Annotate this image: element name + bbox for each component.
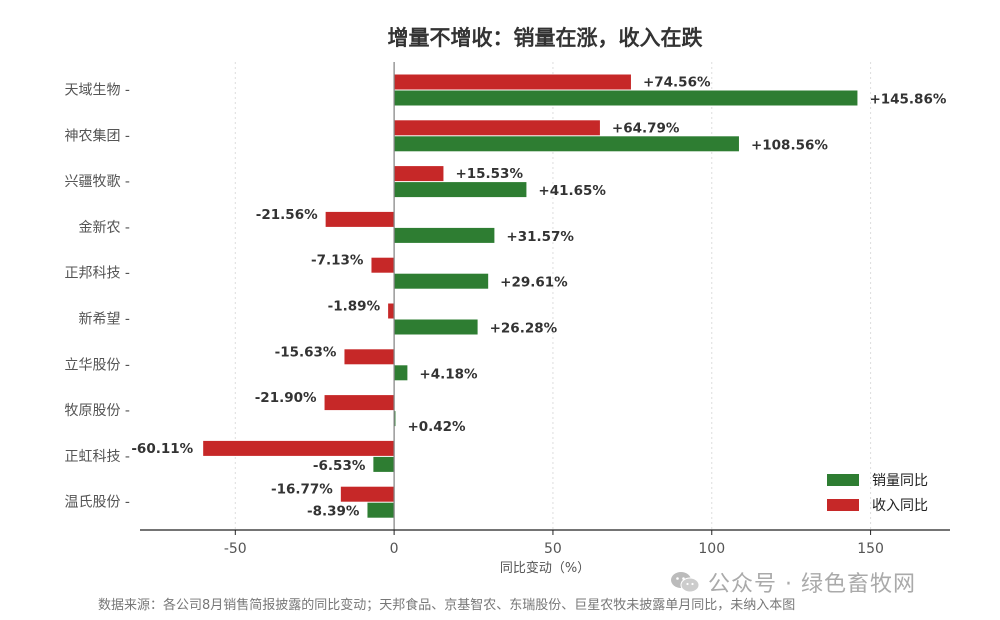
category-label: 金新农 - [78, 220, 130, 236]
bar-volume [394, 411, 396, 427]
data-label-revenue: +74.56% [643, 75, 711, 91]
data-label-revenue: -7.13% [311, 253, 364, 269]
data-label-revenue: +15.53% [455, 166, 523, 182]
x-tick-label: -50 [224, 541, 247, 557]
category-label: 兴疆牧歌 - [64, 174, 130, 190]
bar-volume [394, 182, 527, 198]
legend-swatch [827, 474, 859, 486]
data-label-volume: +0.42% [407, 419, 466, 435]
bar-volume [394, 319, 478, 335]
bar-volume [394, 365, 408, 381]
bar-revenue [394, 74, 631, 90]
data-label-volume: -8.39% [307, 504, 360, 520]
category-label: 天域生物 - [64, 83, 130, 99]
bar-revenue [344, 349, 395, 365]
data-label-revenue: -21.90% [255, 390, 317, 406]
data-label-revenue: -1.89% [328, 299, 381, 315]
data-label-revenue: +64.79% [612, 120, 680, 136]
data-label-revenue: -15.63% [275, 344, 337, 360]
data-label-volume: +108.56% [751, 137, 828, 153]
x-tick-label: 0 [390, 541, 399, 557]
bar-revenue [203, 440, 395, 456]
bar-volume [394, 90, 858, 106]
x-tick-label: 50 [544, 541, 562, 557]
category-label: 新希望 - [78, 312, 130, 328]
bar-volume [373, 456, 395, 472]
data-label-volume: +26.28% [490, 321, 558, 337]
bar-revenue [394, 120, 600, 136]
category-label: 正邦科技 - [64, 266, 130, 282]
bar-volume [367, 502, 395, 518]
bars [203, 74, 858, 518]
bar-revenue [325, 211, 395, 227]
bar-volume [394, 227, 495, 243]
x-tick-label: 100 [698, 541, 725, 557]
data-label-revenue: -21.56% [256, 207, 318, 223]
bar-revenue [371, 257, 395, 273]
data-label-revenue: -60.11% [131, 441, 193, 457]
legend-swatch [827, 499, 859, 511]
bar-revenue [340, 486, 395, 502]
category-label: 牧原股份 - [64, 403, 130, 419]
wechat-icon [671, 572, 700, 593]
category-label: 立华股份 - [64, 357, 130, 373]
axes: -50 0 50 100 150 天域生物 - 神农集团 - 兴疆牧歌 - 金新农 - 正邦科技 … [64, 62, 950, 557]
chart-title: 增量不增收：销量在涨，收入在跌 [388, 26, 704, 50]
data-labels: +74.56% +145.86% +64.79% +108.56% +15.53% +41… [131, 75, 947, 520]
category-label: 神农集团 - [64, 127, 130, 144]
legend-label: 收入同比 [872, 498, 928, 514]
legend-label: 销量同比 [872, 473, 928, 489]
bar-volume [394, 273, 489, 289]
data-label-revenue: -16.77% [271, 482, 333, 498]
watermark: 公众号 · 绿色畜牧网 [670, 566, 916, 598]
data-label-volume: +41.65% [538, 183, 606, 199]
watermark-text: 公众号 · 绿色畜牧网 [708, 572, 916, 597]
x-tick-label: 150 [857, 541, 884, 557]
bar-revenue [388, 303, 395, 319]
data-label-volume: -6.53% [313, 458, 366, 474]
bar-revenue [394, 166, 444, 182]
x-axis-label: 同比变动（%） [500, 560, 590, 576]
bar-revenue [324, 395, 395, 411]
category-label: 正虹科技 - [64, 449, 130, 465]
data-label-volume: +31.57% [506, 229, 574, 245]
data-label-volume: +29.61% [500, 275, 568, 291]
footer-note: 数据来源：各公司8月销售简报披露的同比变动；天邦食品、京基智农、东瑞股份、巨星农… [98, 598, 796, 613]
data-label-volume: +145.86% [869, 92, 946, 108]
data-label-volume: +4.18% [419, 366, 478, 382]
category-label: 温氏股份 - [64, 495, 130, 511]
bar-volume [394, 136, 739, 152]
